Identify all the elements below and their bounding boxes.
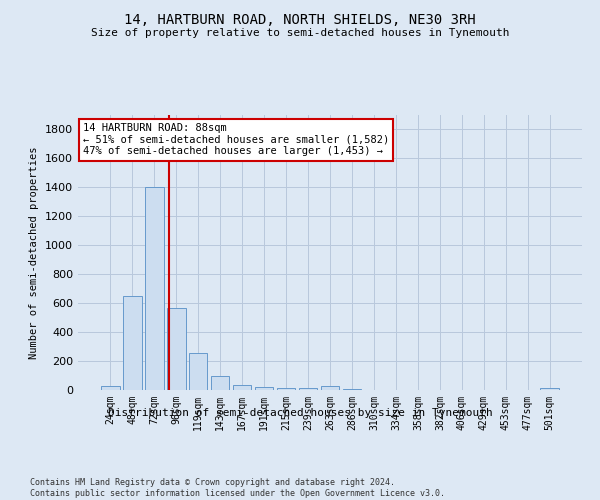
Bar (277, 388, 295, 390)
Bar (541, 388, 559, 390)
Bar (233, 385, 251, 390)
Text: Contains HM Land Registry data © Crown copyright and database right 2024.
Contai: Contains HM Land Registry data © Crown c… (30, 478, 445, 498)
Bar (101, 386, 119, 390)
Text: 14 HARTBURN ROAD: 88sqm
← 51% of semi-detached houses are smaller (1,582)
47% of: 14 HARTBURN ROAD: 88sqm ← 51% of semi-de… (83, 123, 389, 156)
Bar (320, 386, 340, 390)
Text: 14, HARTBURN ROAD, NORTH SHIELDS, NE30 3RH: 14, HARTBURN ROAD, NORTH SHIELDS, NE30 3… (124, 12, 476, 26)
Bar (299, 388, 317, 390)
Bar (211, 376, 229, 390)
Y-axis label: Number of semi-detached properties: Number of semi-detached properties (29, 146, 40, 359)
Text: Size of property relative to semi-detached houses in Tynemouth: Size of property relative to semi-detach… (91, 28, 509, 38)
Bar (255, 387, 274, 390)
Bar (167, 308, 185, 390)
Bar (189, 353, 208, 390)
Bar (123, 296, 142, 390)
Text: Distribution of semi-detached houses by size in Tynemouth: Distribution of semi-detached houses by … (107, 408, 493, 418)
Bar (145, 188, 164, 390)
